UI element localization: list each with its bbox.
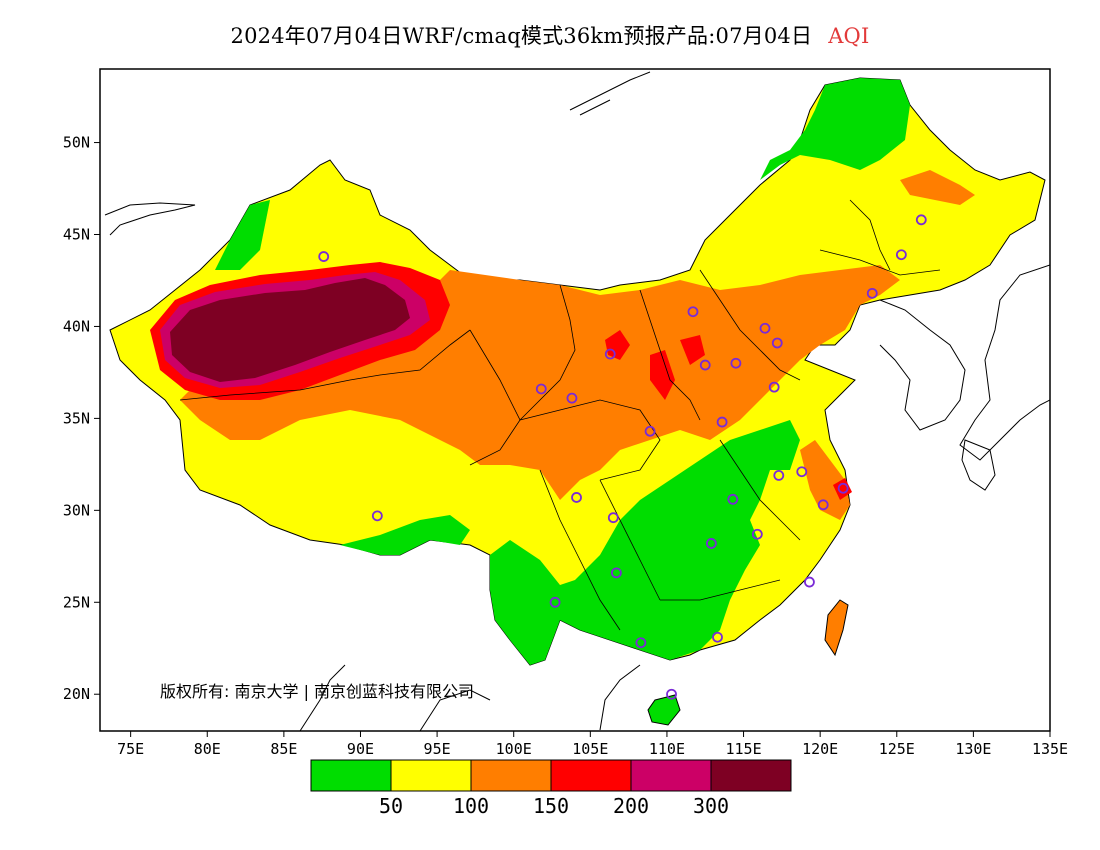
- city-marker: [804, 576, 815, 588]
- city-marker: [866, 287, 878, 299]
- map-frame: [99, 68, 1051, 732]
- x-tick-label: 90E: [347, 740, 374, 758]
- y-tick-label: 25N: [63, 593, 90, 611]
- city-marker: [751, 528, 763, 540]
- x-axis: 75E 80E 85E 90E 95E 100E 105E 110E 115E 120E 125E 1…: [117, 731, 1068, 758]
- province-boundaries: [179, 199, 941, 631]
- legend-swatch: [550, 759, 632, 792]
- city-marker: [610, 567, 622, 579]
- x-tick-label: 130E: [955, 740, 991, 758]
- legend-swatch: [390, 759, 472, 792]
- city-marker: [895, 249, 907, 261]
- legend-break-label: 200: [613, 794, 649, 818]
- legend-swatch: [310, 759, 392, 792]
- red-shanghai: [833, 478, 852, 500]
- city-marker: [318, 251, 330, 262]
- city-markers: [318, 214, 927, 700]
- city-marker: [635, 637, 647, 649]
- map-title: 2024年07月04日WRF/cmaq模式36km预报产品:07月04日 AQI: [0, 20, 1100, 50]
- green-tibet-south: [340, 515, 470, 555]
- kyushu-outline: [961, 439, 996, 491]
- orange-east-coast: [800, 440, 850, 520]
- city-marker: [705, 538, 717, 549]
- city-marker: [666, 688, 677, 700]
- city-marker: [687, 306, 699, 318]
- city-marker: [837, 482, 849, 494]
- copyright-text: 版权所有: 南京大学 | 南京创蓝科技有限公司: [160, 682, 474, 701]
- x-tick-label: 80E: [194, 740, 221, 758]
- legend-break-label: 50: [379, 794, 403, 818]
- city-marker: [607, 512, 619, 524]
- city-marker: [768, 381, 780, 393]
- city-marker: [571, 492, 582, 503]
- title-text: 2024年07月04日WRF/cmaq模式36km预报产品:07月04日: [230, 24, 813, 48]
- city-marker: [915, 214, 927, 226]
- x-tick-label: 135E: [1032, 740, 1068, 758]
- title-variable: AQI: [828, 24, 870, 48]
- city-marker: [759, 322, 771, 334]
- legend-break-label: 300: [693, 794, 729, 818]
- city-marker: [727, 493, 739, 505]
- y-axis: 20N 25N 30N 35N 40N 45N 50N: [63, 134, 100, 703]
- x-tick-label: 95E: [424, 740, 451, 758]
- map-content: [104, 71, 1050, 731]
- y-tick-label: 50N: [63, 134, 90, 152]
- green-west-edge: [215, 200, 270, 270]
- city-marker: [796, 466, 808, 478]
- sakhalin-outline: [569, 71, 651, 116]
- legend-swatch: [470, 759, 552, 792]
- hainan: [647, 694, 681, 726]
- city-marker: [566, 392, 578, 404]
- city-marker: [371, 510, 383, 522]
- red-shanxi: [605, 330, 705, 400]
- x-tick-label: 120E: [802, 740, 838, 758]
- x-tick-label: 75E: [117, 740, 144, 758]
- orange-ne-blob: [900, 170, 975, 205]
- city-marker: [817, 499, 829, 511]
- city-marker: [771, 337, 783, 349]
- y-tick-label: 45N: [63, 226, 90, 244]
- sumatra-outline: [299, 664, 346, 731]
- city-marker: [716, 416, 728, 428]
- legend-break-label: 150: [533, 794, 569, 818]
- y-tick-label: 35N: [63, 409, 90, 427]
- green-northeast: [760, 78, 910, 180]
- city-marker: [699, 359, 711, 371]
- x-tick-label: 100E: [496, 740, 532, 758]
- y-tick-label: 20N: [63, 685, 90, 703]
- city-marker: [604, 348, 616, 360]
- west-coast-outline: [104, 202, 196, 236]
- taiwan: [824, 599, 849, 657]
- x-tick-label: 110E: [649, 740, 685, 758]
- x-tick-label: 115E: [725, 740, 761, 758]
- color-legend: 50 100 150 200 300: [310, 759, 792, 818]
- legend-swatch: [710, 759, 792, 792]
- maroon-tarim-core: [170, 278, 410, 382]
- city-marker: [730, 357, 742, 369]
- y-tick-label: 40N: [63, 317, 90, 335]
- city-marker: [535, 383, 547, 395]
- x-tick-label: 85E: [270, 740, 297, 758]
- indochina-outline: [419, 664, 641, 731]
- legend-swatch: [630, 759, 712, 792]
- x-tick-label: 125E: [879, 740, 915, 758]
- city-marker: [549, 596, 561, 608]
- city-marker: [644, 425, 656, 437]
- x-tick-label: 105E: [572, 740, 608, 758]
- japan-outline: [959, 264, 1050, 461]
- green-south: [490, 420, 800, 665]
- y-tick-label: 30N: [63, 501, 90, 519]
- city-marker: [773, 469, 785, 481]
- korea-outline: [879, 299, 966, 431]
- legend-break-label: 100: [453, 794, 489, 818]
- city-marker: [712, 631, 723, 643]
